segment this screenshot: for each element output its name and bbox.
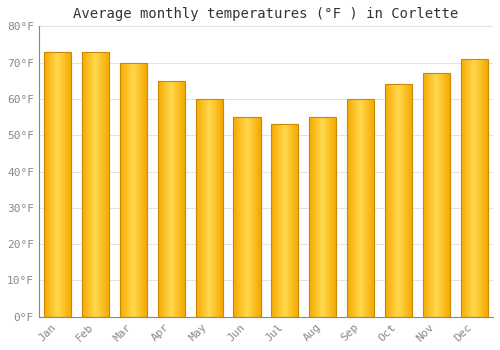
Bar <box>44 52 72 317</box>
Bar <box>158 81 185 317</box>
Bar <box>120 63 147 317</box>
Bar <box>309 117 336 317</box>
Bar <box>82 52 109 317</box>
Bar <box>196 99 223 317</box>
Bar <box>271 124 298 317</box>
Bar <box>385 84 412 317</box>
Bar <box>347 99 374 317</box>
Bar <box>234 117 260 317</box>
Bar <box>422 74 450 317</box>
Bar <box>460 59 488 317</box>
Title: Average monthly temperatures (°F ) in Corlette: Average monthly temperatures (°F ) in Co… <box>74 7 458 21</box>
